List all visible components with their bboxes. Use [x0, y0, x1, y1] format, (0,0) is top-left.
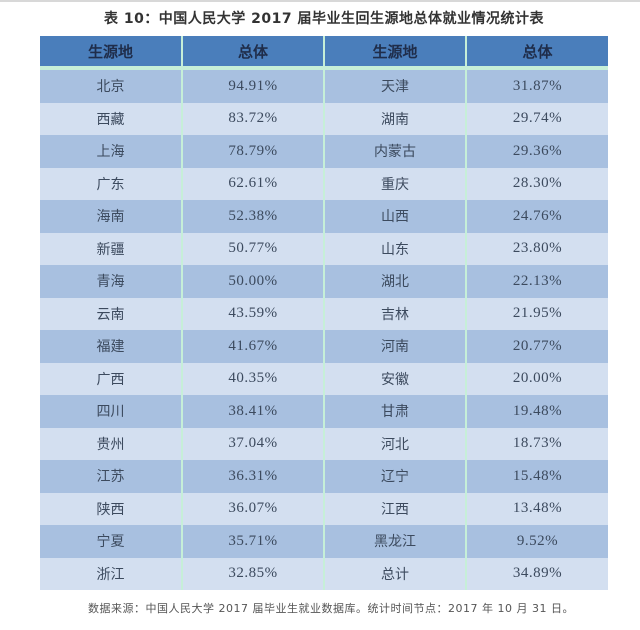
rate-cell: 29.74%	[465, 102, 608, 135]
rate-cell: 37.04%	[181, 427, 325, 460]
rate-cell: 43.59%	[181, 297, 325, 330]
table-row: 宁夏 35.71% 黑龙江 9.52%	[40, 525, 608, 558]
origin-cell: 四川	[40, 395, 183, 428]
rate-cell: 35.71%	[181, 525, 325, 558]
table-row: 广西 40.35% 安徽 20.00%	[40, 362, 608, 395]
table-row: 云南 43.59% 吉林 21.95%	[40, 297, 608, 330]
table-row: 上海 78.79% 内蒙古 29.36%	[40, 135, 608, 168]
table-row: 新疆 50.77% 山东 23.80%	[40, 232, 608, 265]
rate-cell: 28.30%	[465, 167, 608, 200]
rate-cell: 19.48%	[465, 395, 608, 428]
rate-cell: 40.35%	[181, 362, 325, 395]
table-row: 北京 94.91% 天津 31.87%	[40, 68, 608, 103]
table-row: 浙江 32.85% 总计 34.89%	[40, 557, 608, 590]
rate-cell: 23.80%	[465, 232, 608, 265]
origin-cell: 山东	[323, 232, 467, 265]
rate-cell: 20.00%	[465, 362, 608, 395]
table-row: 四川 38.41% 甘肃 19.48%	[40, 395, 608, 428]
origin-cell: 云南	[40, 297, 183, 330]
table-title: 表 10：中国人民大学 2017 届毕业生回生源地总体就业情况统计表	[103, 11, 545, 27]
origin-cell: 江苏	[40, 460, 183, 493]
origin-cell: 上海	[40, 135, 183, 168]
origin-cell: 福建	[40, 330, 183, 363]
origin-cell: 湖北	[323, 265, 467, 298]
table-row: 西藏 83.72% 湖南 29.74%	[40, 102, 608, 135]
rate-cell: 20.77%	[465, 330, 608, 363]
table-row: 广东 62.61% 重庆 28.30%	[40, 167, 608, 200]
rate-cell: 32.85%	[181, 557, 325, 590]
rate-cell: 9.52%	[465, 525, 608, 558]
header-rate-left: 总体	[181, 36, 325, 70]
employment-table: 生源地 总体 生源地 总体 北京 94.91% 天津 31.87% 西藏 83.72% 湖南…	[40, 36, 608, 590]
header-rate-right: 总体	[465, 36, 608, 70]
rate-cell: 50.77%	[181, 232, 325, 265]
top-rule	[0, 0, 640, 2]
rate-cell: 18.73%	[465, 427, 608, 460]
rate-cell: 83.72%	[181, 102, 325, 135]
origin-cell: 湖南	[323, 102, 467, 135]
origin-cell: 广东	[40, 167, 183, 200]
rate-cell: 22.13%	[465, 265, 608, 298]
table-row: 陕西 36.07% 江西 13.48%	[40, 492, 608, 525]
table-row: 贵州 37.04% 河北 18.73%	[40, 427, 608, 460]
table-header-row: 生源地 总体 生源地 总体	[40, 36, 608, 70]
origin-cell: 河北	[323, 427, 467, 460]
table-row: 青海 50.00% 湖北 22.13%	[40, 265, 608, 298]
rate-cell: 38.41%	[181, 395, 325, 428]
origin-cell: 重庆	[323, 167, 467, 200]
source-footnote: 数据来源：中国人民大学 2017 届毕业生就业数据库。统计时间节点：2017 年…	[88, 602, 574, 615]
table-row: 福建 41.67% 河南 20.77%	[40, 330, 608, 363]
origin-cell: 江西	[323, 492, 467, 525]
rate-cell: 50.00%	[181, 265, 325, 298]
origin-cell: 陕西	[40, 492, 183, 525]
origin-cell: 海南	[40, 200, 183, 233]
origin-cell: 吉林	[323, 297, 467, 330]
origin-cell: 河南	[323, 330, 467, 363]
table-row: 江苏 36.31% 辽宁 15.48%	[40, 460, 608, 493]
rate-cell: 36.31%	[181, 460, 325, 493]
rate-cell: 31.87%	[465, 68, 608, 103]
employment-table-container: 生源地 总体 生源地 总体 北京 94.91% 天津 31.87% 西藏 83.72% 湖南…	[40, 36, 608, 590]
rate-cell: 24.76%	[465, 200, 608, 233]
origin-cell: 西藏	[40, 102, 183, 135]
rate-cell: 62.61%	[181, 167, 325, 200]
rate-cell: 78.79%	[181, 135, 325, 168]
origin-cell: 山西	[323, 200, 467, 233]
rate-cell: 52.38%	[181, 200, 325, 233]
origin-cell: 新疆	[40, 232, 183, 265]
rate-cell: 21.95%	[465, 297, 608, 330]
origin-cell: 贵州	[40, 427, 183, 460]
origin-cell: 浙江	[40, 557, 183, 590]
origin-cell: 内蒙古	[323, 135, 467, 168]
header-origin-right: 生源地	[323, 36, 467, 70]
origin-cell: 总计	[323, 557, 467, 590]
origin-cell: 甘肃	[323, 395, 467, 428]
table-row: 海南 52.38% 山西 24.76%	[40, 200, 608, 233]
origin-cell: 天津	[323, 68, 467, 103]
rate-cell: 15.48%	[465, 460, 608, 493]
origin-cell: 宁夏	[40, 525, 183, 558]
origin-cell: 北京	[40, 68, 183, 103]
origin-cell: 辽宁	[323, 460, 467, 493]
origin-cell: 青海	[40, 265, 183, 298]
origin-cell: 黑龙江	[323, 525, 467, 558]
rate-cell: 94.91%	[181, 68, 325, 103]
rate-cell: 41.67%	[181, 330, 325, 363]
rate-cell: 34.89%	[465, 557, 608, 590]
rate-cell: 29.36%	[465, 135, 608, 168]
origin-cell: 安徽	[323, 362, 467, 395]
origin-cell: 广西	[40, 362, 183, 395]
rate-cell: 36.07%	[181, 492, 325, 525]
header-origin-left: 生源地	[40, 36, 183, 70]
rate-cell: 13.48%	[465, 492, 608, 525]
